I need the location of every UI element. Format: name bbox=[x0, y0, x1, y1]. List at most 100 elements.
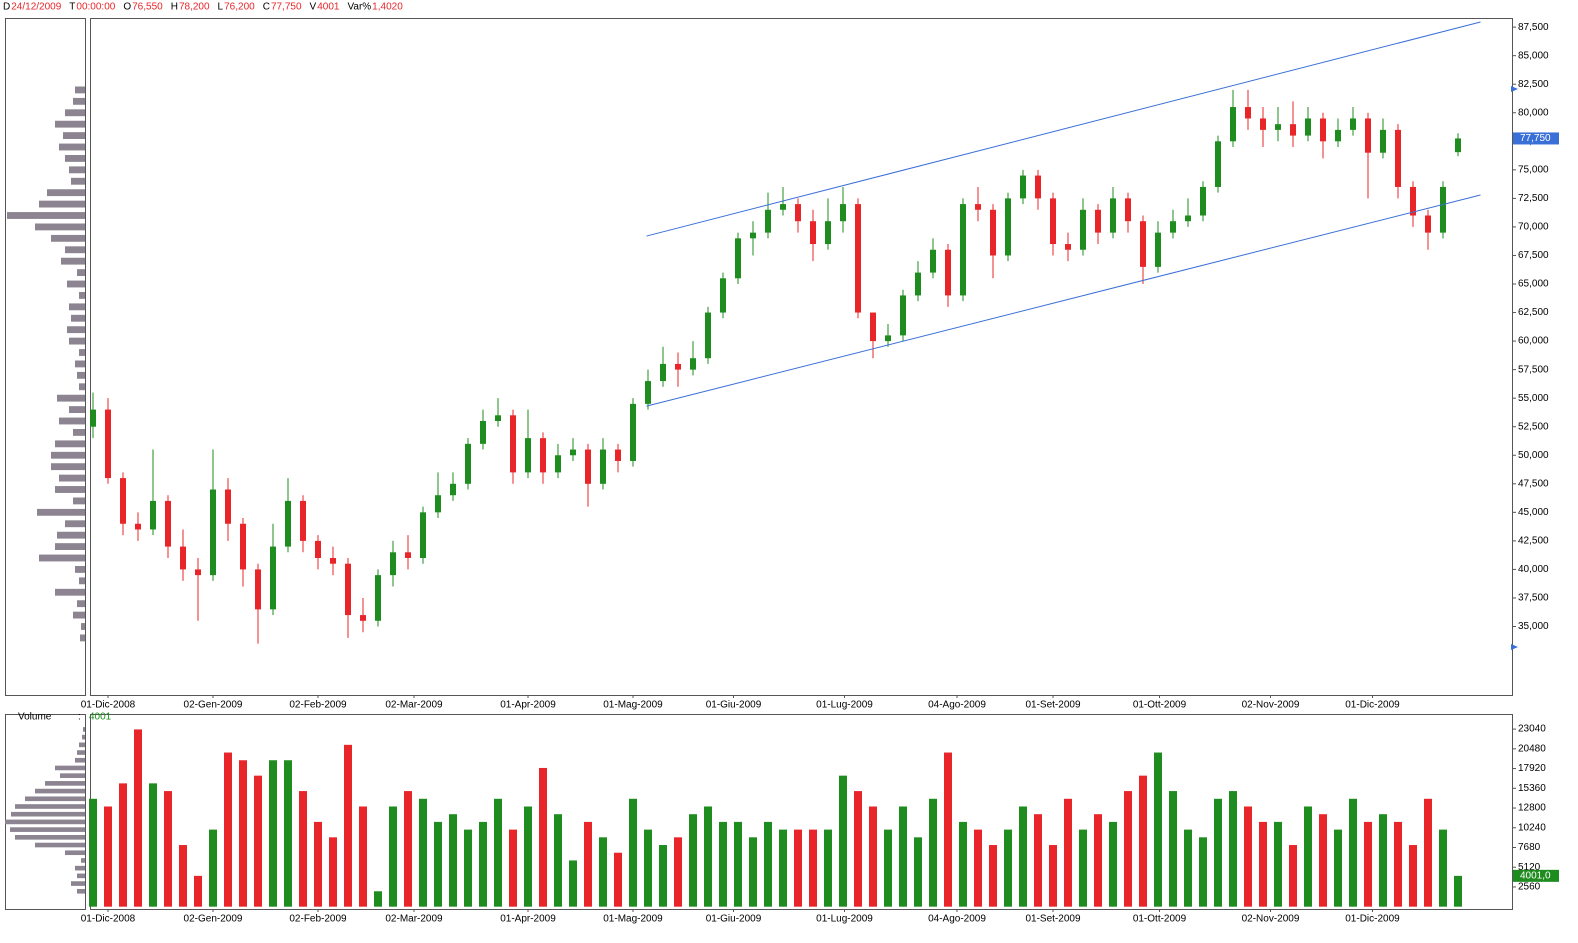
candle-body bbox=[255, 569, 261, 610]
candle-body bbox=[390, 552, 396, 576]
candle-body bbox=[435, 495, 441, 513]
candle-body bbox=[150, 500, 156, 530]
volume-bar bbox=[959, 821, 967, 907]
candle-body bbox=[885, 335, 891, 342]
volume-bar bbox=[689, 814, 697, 907]
volume-bar bbox=[974, 829, 982, 907]
volume-bar bbox=[434, 821, 442, 907]
volume-bar bbox=[554, 814, 562, 907]
candle-body bbox=[285, 500, 291, 547]
profile-bar bbox=[75, 360, 85, 368]
last-price-label: 77,750 bbox=[1520, 133, 1551, 144]
volume-value: 4001 bbox=[89, 712, 112, 723]
profile-bar bbox=[81, 623, 85, 630]
y-tick-label: 20480 bbox=[1518, 743, 1546, 754]
price-panel bbox=[90, 18, 1513, 696]
volume-bar bbox=[779, 829, 787, 907]
last-volume-label: 4001,0 bbox=[1520, 870, 1551, 881]
header-label: H bbox=[171, 2, 178, 13]
profile-bar bbox=[51, 451, 85, 459]
volume-bar bbox=[254, 775, 262, 907]
volume-bar bbox=[719, 821, 727, 907]
header-label: D bbox=[3, 2, 10, 13]
profile-bar bbox=[65, 109, 85, 117]
volume-bar bbox=[149, 783, 157, 907]
profile-bar bbox=[57, 394, 85, 402]
candle-body bbox=[765, 209, 771, 233]
volume-bar bbox=[659, 845, 667, 907]
x-tick-label: 02-Gen-2009 bbox=[184, 914, 243, 925]
volume-bar bbox=[599, 837, 607, 907]
candle-body bbox=[555, 455, 561, 473]
profile-bar bbox=[55, 120, 85, 128]
volume-bar bbox=[1304, 806, 1312, 907]
volume-bar bbox=[269, 760, 277, 907]
volume-bar bbox=[134, 729, 142, 907]
x-tick-label: 01-Giu-2009 bbox=[706, 914, 762, 925]
volume-bar bbox=[584, 821, 592, 907]
profile-bar bbox=[65, 246, 85, 254]
y-tick-label: 40,000 bbox=[1518, 564, 1549, 575]
marker bbox=[1511, 86, 1518, 92]
volume-bar bbox=[404, 791, 412, 907]
y-tick-label: 72,500 bbox=[1518, 193, 1549, 204]
x-tick-label: 01-Mag-2009 bbox=[603, 700, 663, 711]
candle-body bbox=[1125, 198, 1131, 222]
profile-bar bbox=[73, 497, 85, 505]
profile-bar bbox=[75, 865, 85, 871]
y-tick-label: 55,000 bbox=[1518, 393, 1549, 404]
candle-body bbox=[1395, 129, 1401, 187]
x-tick-label: 02-Mar-2009 bbox=[385, 914, 443, 925]
candle-body bbox=[1020, 175, 1026, 199]
candle-body bbox=[915, 272, 921, 296]
last-volume-tag bbox=[1513, 869, 1559, 882]
candle-body bbox=[1140, 221, 1146, 267]
y-tick-label: 2560 bbox=[1518, 882, 1541, 893]
candle-body bbox=[1110, 198, 1116, 233]
volume-bar bbox=[359, 806, 367, 907]
profile-bar bbox=[35, 223, 85, 231]
profile-bar bbox=[51, 463, 85, 471]
profile-bar bbox=[59, 474, 85, 482]
y-tick-label: 10240 bbox=[1518, 822, 1546, 833]
candle-body bbox=[795, 204, 801, 222]
candle-body bbox=[1335, 129, 1341, 142]
x-tick-label: 01-Giu-2009 bbox=[706, 700, 762, 711]
volume-bar bbox=[374, 891, 382, 907]
volume-bar bbox=[224, 752, 232, 907]
volume-bar bbox=[494, 798, 502, 907]
volume-bar bbox=[1289, 845, 1297, 907]
volume-bar bbox=[1394, 821, 1402, 907]
x-tick-label: 02-Gen-2009 bbox=[184, 700, 243, 711]
x-tick-label: 01-Lug-2009 bbox=[816, 914, 873, 925]
volume-bar bbox=[344, 744, 352, 907]
volume-bar bbox=[104, 806, 112, 907]
volume-bar bbox=[1349, 798, 1357, 907]
candle-body bbox=[210, 489, 216, 576]
volume-bar bbox=[869, 806, 877, 907]
header-value: 4001 bbox=[317, 2, 340, 13]
volume-bar bbox=[764, 821, 772, 907]
candle-body bbox=[1455, 138, 1461, 153]
header-label: Var% bbox=[347, 2, 371, 13]
profile-bar bbox=[73, 611, 85, 619]
volume-bar bbox=[239, 760, 247, 907]
y-tick-label: 17920 bbox=[1518, 763, 1546, 774]
profile-bar bbox=[71, 881, 85, 886]
volume-bar bbox=[674, 837, 682, 907]
candle-body bbox=[270, 546, 276, 610]
x-tick-label: 01-Set-2009 bbox=[1025, 914, 1080, 925]
profile-bar bbox=[25, 796, 85, 802]
candle-body bbox=[465, 443, 471, 484]
candle-body bbox=[240, 523, 246, 570]
y-tick-label: 12800 bbox=[1518, 803, 1546, 814]
candle-body bbox=[930, 249, 936, 273]
header-value: 78,200 bbox=[179, 2, 210, 13]
volume-bar bbox=[614, 852, 622, 907]
x-tick-label: 01-Ott-2009 bbox=[1133, 914, 1187, 925]
candle-body bbox=[1320, 118, 1326, 142]
y-tick-label: 85,000 bbox=[1518, 50, 1549, 61]
candle-body bbox=[870, 312, 876, 342]
profile-bar bbox=[55, 486, 85, 493]
header-label: L bbox=[218, 2, 224, 13]
